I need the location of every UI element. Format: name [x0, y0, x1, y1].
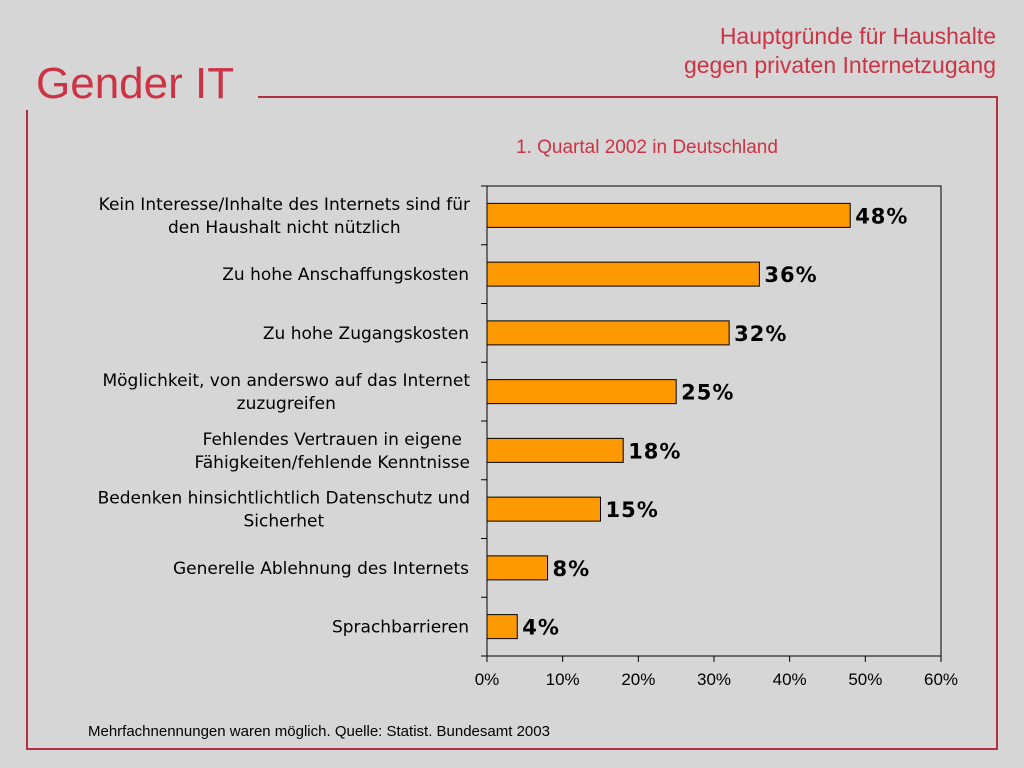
data-label: 25%	[681, 381, 734, 405]
plot-area	[486, 185, 942, 657]
category-label-line: Fähigkeiten/fehlende Kenntnisse	[195, 453, 470, 473]
heading-line-1: Hauptgründe für Haushalte	[719, 23, 996, 49]
data-label: 4%	[522, 616, 560, 640]
category-label-line: zuzugreifen	[237, 394, 336, 414]
frame-left-line	[26, 110, 28, 750]
category-label-line: Fehlendes Vertrauen in eigene	[203, 430, 462, 450]
bar	[486, 261, 760, 287]
bar	[486, 614, 518, 640]
category-label-line: Sicherhet	[243, 512, 324, 532]
slide-heading: Hauptgründe für Haushalte gegen privaten…	[496, 22, 996, 80]
category-label: Fehlendes Vertrauen in eigene Fähigkeiten…	[195, 430, 470, 473]
x-tick-label: 60%	[924, 670, 958, 689]
heading-line-2: gegen privaten Internetzugang	[683, 52, 996, 78]
bar	[486, 320, 730, 346]
category-label-line: Möglichkeit, von anderswo auf das Intern…	[102, 371, 470, 391]
x-tick-label: 10%	[546, 670, 580, 689]
category-label: Kein Interesse/Inhalte des Internets sin…	[99, 195, 470, 238]
chart-subtitle: 1. Quartal 2002 in Deutschland	[516, 137, 778, 158]
data-label: 15%	[606, 498, 659, 522]
data-label: 36%	[764, 263, 817, 287]
category-label-line: Bedenken hinsichtlichtlich Datenschutz u…	[98, 489, 470, 509]
x-tick-label: 50%	[848, 670, 882, 689]
bar	[486, 496, 601, 522]
category-label: Bedenken hinsichtlichtlich Datenschutz u…	[98, 489, 470, 532]
category-label: Sprachbarrieren	[332, 618, 469, 638]
category-label: Generelle Ablehnung des Internets	[173, 559, 469, 579]
x-tick-label: 0%	[475, 670, 500, 689]
frame-bottom-line	[26, 748, 998, 750]
data-label: 18%	[628, 439, 681, 463]
frame-top-line	[258, 96, 998, 98]
bar	[486, 202, 851, 228]
bar	[486, 555, 549, 581]
category-label-line: Generelle Ablehnung des Internets	[173, 559, 469, 579]
x-tick-label: 30%	[697, 670, 731, 689]
x-tick-label: 40%	[773, 670, 807, 689]
source-note: Mehrfachnennungen waren möglich. Quelle:…	[88, 723, 550, 740]
category-label-line: Kein Interesse/Inhalte des Internets sin…	[99, 195, 470, 215]
data-label: 32%	[734, 322, 787, 346]
brand-title: Gender IT	[36, 59, 235, 108]
data-label: 8%	[553, 557, 591, 581]
bar	[486, 437, 624, 463]
bar	[486, 379, 677, 405]
frame-right-line	[996, 96, 998, 750]
category-label: Zu hohe Zugangskosten	[263, 324, 469, 344]
category-label-line: Zu hohe Zugangskosten	[263, 324, 469, 344]
category-label: Möglichkeit, von anderswo auf das Intern…	[102, 371, 470, 414]
category-label-line: den Haushalt nicht nützlich	[168, 218, 401, 238]
x-tick-label: 20%	[621, 670, 655, 689]
category-label-line: Zu hohe Anschaffungskosten	[222, 265, 469, 285]
category-label-line: Sprachbarrieren	[332, 618, 469, 638]
category-label: Zu hohe Anschaffungskosten	[222, 265, 469, 285]
data-label: 48%	[855, 204, 908, 228]
